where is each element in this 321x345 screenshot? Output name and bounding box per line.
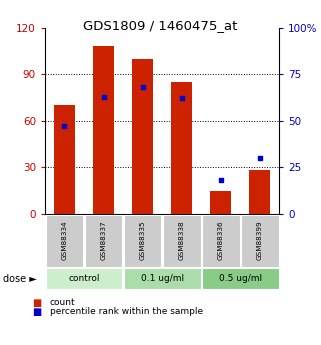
Text: dose ►: dose ► [3,274,37,284]
Bar [54,105,75,214]
Text: GSM88335: GSM88335 [140,221,146,260]
Text: ■: ■ [32,298,41,307]
Text: GDS1809 / 1460475_at: GDS1809 / 1460475_at [83,19,238,32]
Bar [132,59,153,214]
Point [257,155,262,161]
Bar [93,46,114,214]
Point [101,94,106,99]
Text: 0.5 ug/ml: 0.5 ug/ml [219,274,262,283]
Point [62,124,67,129]
Point [179,96,184,101]
Point [218,178,223,183]
Text: 0.1 ug/ml: 0.1 ug/ml [141,274,184,283]
Text: GSM88334: GSM88334 [61,221,67,260]
Text: control: control [68,274,100,283]
Text: GSM88337: GSM88337 [100,221,107,260]
Text: GSM88338: GSM88338 [178,221,185,260]
Text: ■: ■ [32,307,41,316]
Text: count: count [50,298,75,307]
Text: percentile rank within the sample: percentile rank within the sample [50,307,203,316]
Text: GSM88336: GSM88336 [218,221,224,260]
Text: GSM88399: GSM88399 [257,221,263,260]
Bar [210,190,231,214]
Point [140,85,145,90]
Bar [171,82,192,214]
Bar [249,170,271,214]
